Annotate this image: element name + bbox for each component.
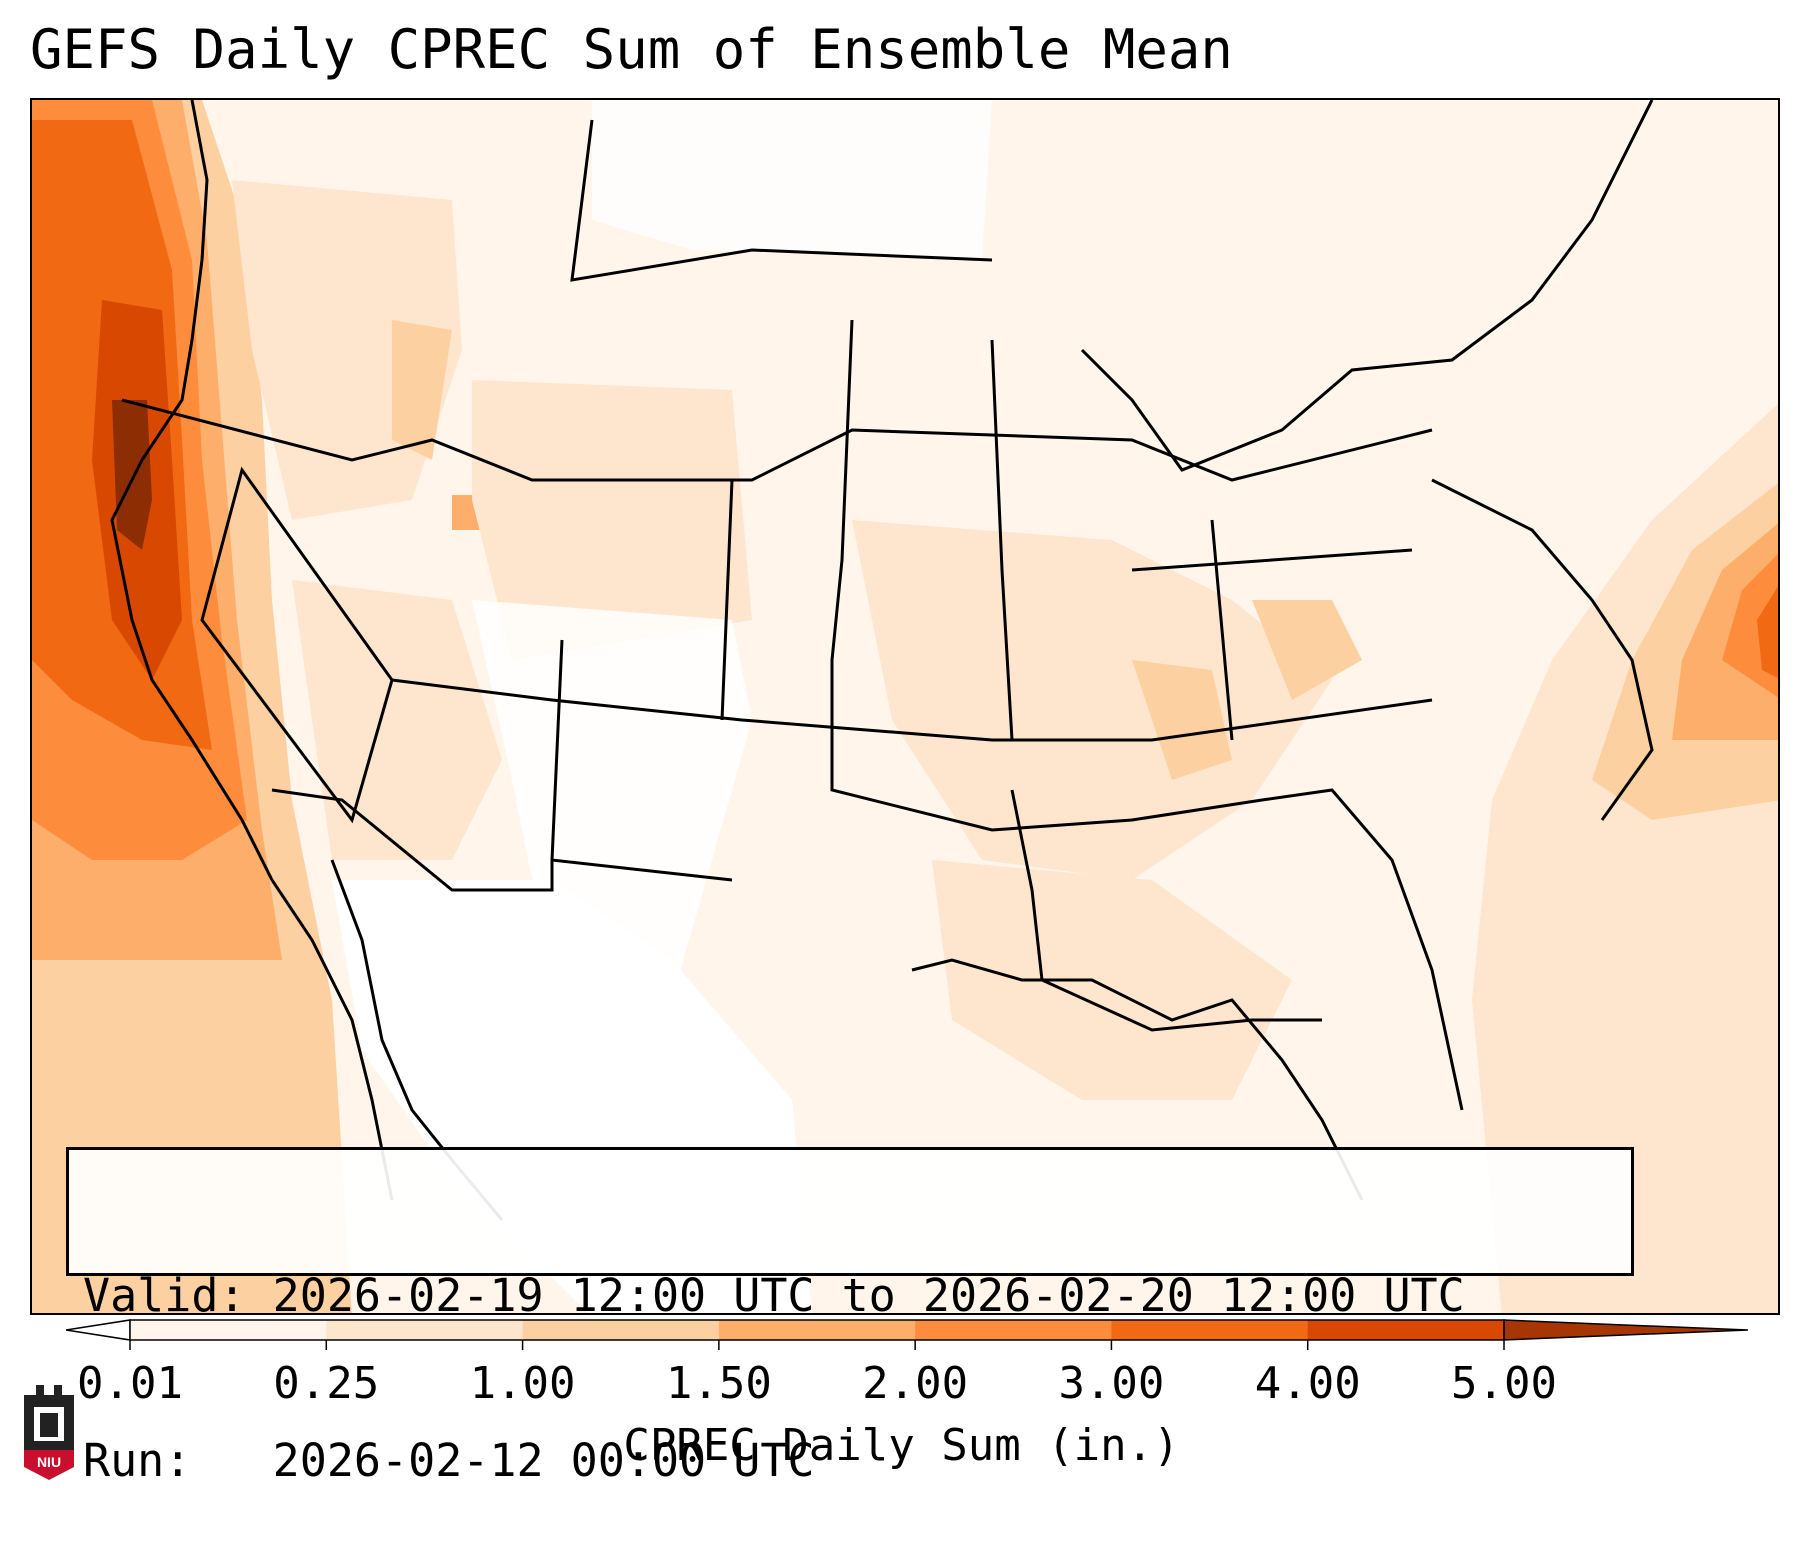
colorbar-tick-label: 5.00 [1451, 1358, 1557, 1409]
colorbar-outline [129, 1319, 1505, 1341]
colorbar-tick-label: 0.01 [77, 1358, 183, 1409]
colorbar-extend-high [1503, 1319, 1748, 1341]
run-value: 2026-02-12 00:00 UTC [272, 1434, 815, 1487]
colorbar-bin [1307, 1320, 1505, 1340]
colorbar-bin [326, 1320, 524, 1340]
map-canvas [32, 100, 1778, 1313]
colorbar-bin [130, 1320, 327, 1340]
colorbar [66, 1319, 1748, 1350]
colorbar-bin [1111, 1320, 1309, 1340]
colorbar-tick-label: 1.00 [469, 1358, 576, 1409]
colorbar-tick-label: 3.00 [1058, 1358, 1165, 1409]
svg-text:NIU: NIU [37, 1454, 61, 1470]
colorbar-tick-label: 2.00 [862, 1358, 969, 1409]
map-title: GEFS Daily CPREC Sum of Ensemble Mean [30, 18, 1233, 81]
run-line: Run: 2026-02-12 00:00 UTC [83, 1433, 1631, 1488]
colorbar-label: CPREC Daily Sum (in.) [623, 1420, 1180, 1471]
run-label: Run: [83, 1434, 192, 1487]
valid-label: Valid: [83, 1269, 246, 1322]
precipitation-map [30, 98, 1780, 1315]
colorbar-extend-low [66, 1319, 131, 1341]
valid-value: 2026-02-19 12:00 UTC to 2026-02-20 12:00… [272, 1269, 1465, 1322]
colorbar-tick-label: 0.25 [273, 1358, 380, 1409]
precip-shading [32, 100, 1778, 1313]
colorbar-bin [718, 1320, 916, 1340]
colorbar-bin [915, 1320, 1112, 1340]
colorbar-bin [522, 1320, 720, 1340]
niu-logo: NIU [24, 1385, 74, 1480]
colorbar-tick-label: 4.00 [1254, 1358, 1361, 1409]
colorbar-tick-label: 1.50 [665, 1358, 772, 1409]
valid-line: Valid: 2026-02-19 12:00 UTC to 2026-02-2… [83, 1268, 1631, 1323]
coastlines-borders [110, 100, 1654, 1221]
validity-info-box: Valid: 2026-02-19 12:00 UTC to 2026-02-2… [66, 1147, 1634, 1487]
